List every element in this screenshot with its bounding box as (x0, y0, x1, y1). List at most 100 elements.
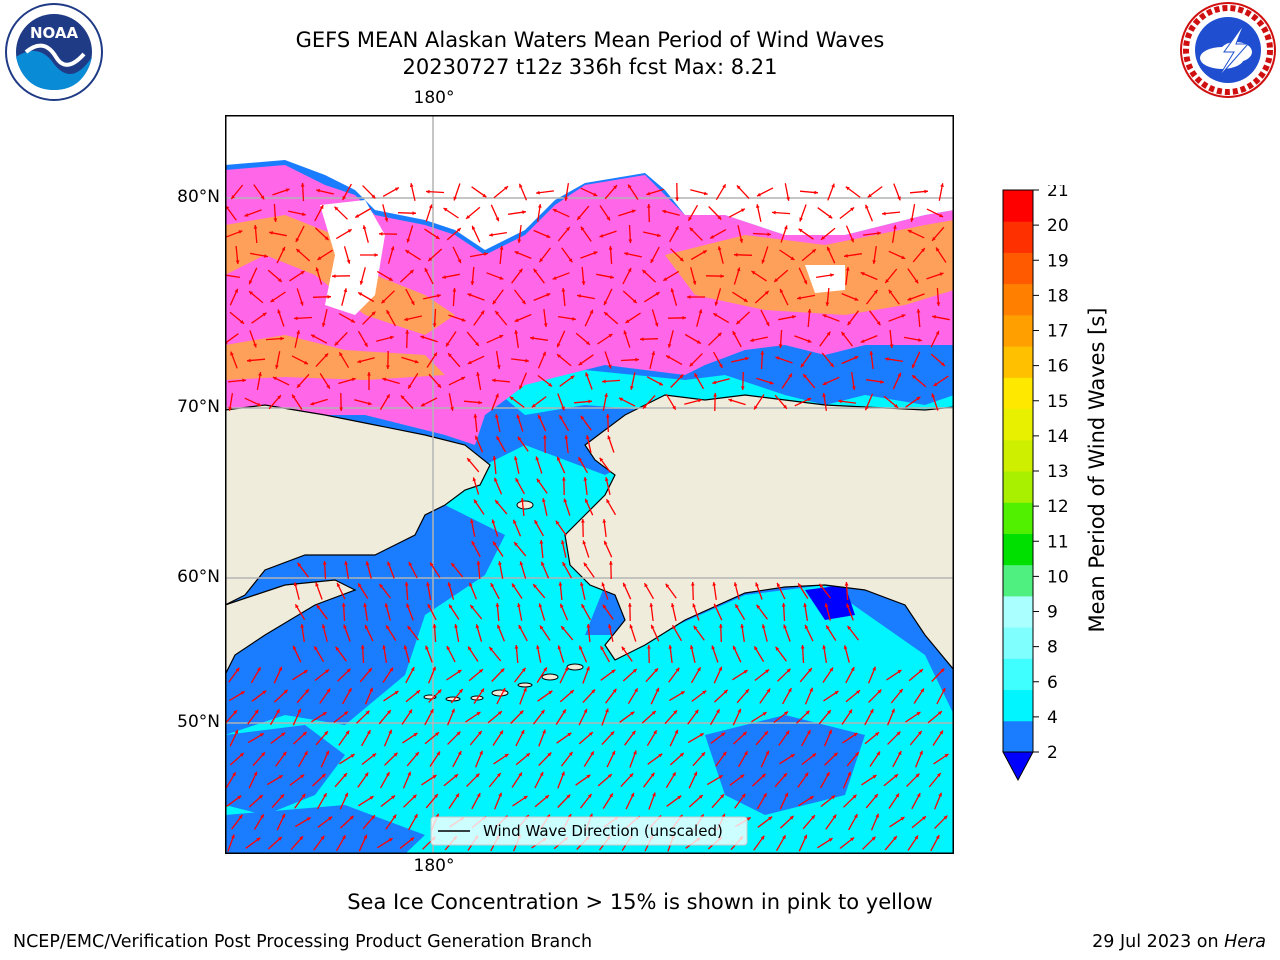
wind-arrow-head (552, 209, 557, 213)
wind-arrow-head (253, 225, 258, 229)
wind-arrow-head (896, 731, 901, 736)
wind-arrow-head (755, 582, 759, 587)
wind-arrow-head (889, 344, 894, 348)
wind-arrow-head (654, 322, 659, 327)
wind-arrow-head (518, 772, 522, 777)
wind-arrow-head (382, 377, 387, 382)
wind-arrow-head (804, 624, 809, 629)
wind-arrow-head (482, 193, 487, 198)
wind-arrow-head (911, 364, 916, 369)
wind-arrow-head (623, 330, 628, 335)
wind-arrow-head (428, 204, 433, 209)
wind-arrow-head (300, 183, 305, 187)
colorbar-tick-label: 13 (1047, 462, 1069, 482)
wind-arrow-head (509, 396, 514, 401)
wind-arrow-head (769, 380, 774, 385)
wind-arrow-head (888, 289, 893, 294)
wind-arrow-head (563, 498, 568, 503)
wind-arrow-head (557, 456, 561, 461)
wind-arrow-head (326, 688, 331, 693)
wind-arrow-head (474, 499, 478, 504)
wind-arrow-head (714, 301, 719, 306)
wind-arrow-head (798, 228, 803, 233)
wind-arrow-head (737, 708, 741, 713)
wind-arrow-head (324, 353, 329, 358)
wind-arrow-head (843, 645, 848, 650)
wind-arrow-head (912, 375, 916, 379)
wind-arrow-head (300, 774, 305, 779)
wind-arrow-head (500, 668, 505, 673)
wind-arrow-head (713, 603, 718, 608)
wind-arrow-head (514, 542, 518, 546)
wind-arrow-head (363, 603, 367, 607)
wind-arrow-head (413, 733, 418, 737)
wind-arrow-head (663, 277, 668, 281)
wind-arrow-head (723, 689, 728, 694)
wind-arrow-head (341, 603, 346, 607)
wind-arrow-head (278, 666, 282, 671)
wind-arrow-head (475, 342, 479, 346)
wind-arrow-head (344, 711, 349, 716)
wind-arrow-head (538, 414, 542, 419)
wind-arrow-head (539, 772, 544, 776)
wind-arrow-head (907, 297, 912, 301)
wind-arrow-head (599, 234, 604, 238)
wind-arrow-head (918, 731, 922, 735)
wind-arrow-head (407, 771, 411, 776)
sea-ice-note: Sea Ice Concentration > 15% is shown in … (347, 890, 933, 914)
wind-arrow-head (670, 603, 675, 608)
wind-arrow-head (523, 796, 528, 800)
wind-arrow-head (348, 688, 352, 693)
wind-arrow-head (694, 709, 699, 714)
wind-arrow-head (426, 189, 430, 194)
wind-arrow-head (717, 332, 722, 337)
wind-arrow-head (499, 730, 503, 735)
wind-arrow-head (797, 296, 801, 300)
wind-arrow-head (654, 668, 658, 673)
wind-arrow-head (315, 267, 320, 272)
wind-arrow-head (629, 624, 634, 629)
wind-arrow-head (311, 334, 316, 339)
wind-arrow-head (535, 456, 540, 461)
wind-arrow-head (786, 197, 790, 201)
wind-arrow-head (323, 793, 327, 798)
wind-arrow-head (281, 246, 286, 251)
wind-arrow-head (238, 230, 243, 234)
wind-arrow-head (784, 225, 788, 230)
wind-arrow-head (698, 309, 703, 314)
colorbar-tick-label: 14 (1047, 427, 1069, 447)
wind-arrow-head (297, 562, 302, 567)
wind-arrow-head (322, 712, 327, 716)
wind-arrow-head (804, 772, 809, 777)
wind-arrow-head (914, 279, 919, 284)
wind-arrow-head (871, 836, 876, 841)
wind-arrow-head (718, 775, 723, 779)
wind-arrow-head (518, 625, 523, 630)
wind-arrow-head (504, 754, 509, 758)
wind-arrow-head (670, 288, 675, 293)
colorbar-block (1003, 595, 1033, 628)
colorbar-tick-label: 15 (1047, 392, 1069, 412)
wind-arrow-head (891, 708, 895, 713)
wind-arrow-head (285, 188, 290, 192)
wind-arrow-head (901, 255, 906, 259)
wind-arrow-head (519, 710, 524, 715)
wind-arrow-head (349, 815, 354, 820)
wind-arrow-head (321, 322, 326, 327)
wind-arrow-head (848, 709, 852, 714)
wind-arrow-head (656, 233, 661, 238)
footer-credit: NCEP/EMC/Verification Post Processing Pr… (13, 932, 593, 952)
wind-arrow-head (599, 457, 604, 462)
wind-arrow-head (744, 356, 749, 361)
wind-arrow-head (355, 214, 360, 218)
wind-arrow-head (822, 393, 826, 397)
wind-arrow-head (262, 690, 267, 695)
wind-arrow-head (522, 210, 526, 215)
wind-arrow-head (519, 183, 523, 188)
wind-arrow-head (420, 335, 425, 340)
wind-arrow-head (854, 356, 859, 360)
wind-arrow-head (761, 624, 766, 629)
wind-arrow-head (662, 209, 667, 214)
wind-arrow-head (521, 300, 526, 305)
wind-arrow-head (387, 561, 391, 566)
